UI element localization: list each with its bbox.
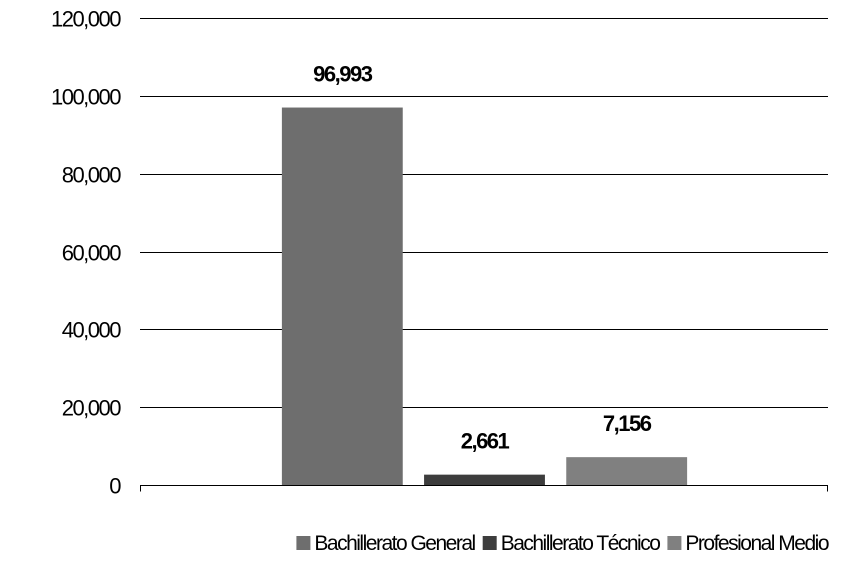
data-labels: 96,993 2,661 7,156	[313, 62, 653, 454]
legend-label: Bachillerato General	[314, 532, 475, 555]
y-tick-label: 80,000	[62, 163, 122, 188]
y-tick-label: 120,000	[51, 7, 121, 32]
legend-swatch	[296, 536, 311, 550]
bar	[281, 107, 403, 485]
data-label: 96,993	[313, 62, 373, 87]
data-label: 2,661	[461, 429, 510, 454]
legend-label: Bachillerato Técnico	[501, 532, 661, 555]
y-tick-label: 0	[109, 474, 121, 499]
y-axis-tick-labels: 0 20,000 40,000 60,000 80,000 100,000 120,000	[51, 7, 123, 499]
legend-item: Profesional Medio	[667, 532, 830, 555]
y-tick-label: 40,000	[62, 318, 122, 343]
bar	[566, 457, 688, 485]
legend-label: Profesional Medio	[685, 532, 828, 555]
gridlines	[140, 18, 828, 408]
legend-swatch	[482, 536, 497, 550]
data-label: 7,156	[603, 411, 652, 436]
bars	[281, 107, 688, 485]
bar	[424, 474, 545, 485]
legend-swatch	[667, 536, 682, 550]
y-tick-label: 20,000	[62, 396, 122, 421]
legend-item: Bachillerato Técnico	[482, 532, 662, 555]
x-axis	[140, 485, 828, 492]
legend-item: Bachillerato General	[296, 532, 477, 555]
y-tick-label: 100,000	[51, 85, 121, 110]
legend: Bachillerato General Bachillerato Técnico…	[296, 532, 830, 555]
y-tick-label: 60,000	[62, 241, 122, 266]
